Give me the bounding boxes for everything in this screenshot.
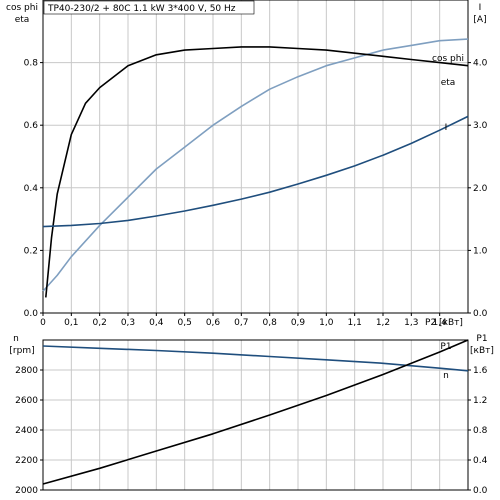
left-tick-label: 0.8 — [24, 59, 39, 69]
series-label-I: I — [445, 123, 448, 133]
plot-frame — [42, 339, 469, 491]
series-line-P1 — [42, 339, 469, 485]
left-tick-label: 2600 — [15, 396, 38, 406]
left-tick-label: 0.2 — [24, 246, 38, 256]
right-tick-label: 1.6 — [473, 366, 488, 376]
upper-panel: 0.0 0.2 0.4 0.6 0.8 0.0 1.0 2.0 3.0 4.0 cos phi eta… — [6, 0, 488, 328]
title-box: TP40-230/2 + 80C 1.1 kW 3*400 V, 50 Hz — [43, 0, 255, 15]
right-tick-label: 2.0 — [473, 184, 488, 194]
x-tick-label: 1,3 — [404, 318, 418, 328]
right-axis-label-i: I — [479, 3, 482, 13]
x-tick-label: 0,4 — [149, 318, 164, 328]
x-tick-label: 0,7 — [234, 318, 248, 328]
left-tick-label: 2800 — [15, 366, 38, 376]
series-line-n — [42, 345, 469, 372]
chart-title: TP40-230/2 + 80C 1.1 kW 3*400 V, 50 Hz — [47, 4, 236, 14]
x-tick-label: 1,2 — [376, 318, 390, 328]
series-line-cos-phi — [42, 38, 469, 292]
right-axis-label-unit: [A] — [473, 15, 486, 25]
lower-panel: 2000 2200 2400 2600 2800 0.0 0.4 0.8 1.2 1.6 n [rpm… — [9, 334, 494, 496]
left-tick-label: 0.4 — [24, 184, 39, 194]
x-tick-label: 1,4 — [433, 318, 448, 328]
left-axis-label-cos-phi: cos phi — [6, 3, 38, 13]
x-axis-unit-label: P2 [кВт] — [425, 318, 463, 328]
x-tick-label: 0,1 — [64, 318, 78, 328]
left-axis-label-n: n — [13, 334, 19, 344]
right-tick-label: 0.8 — [473, 426, 488, 436]
left-tick-label: 0.0 — [24, 309, 39, 319]
series-line-I — [42, 115, 469, 228]
left-tick-label: 0.6 — [24, 121, 39, 131]
right-axis-label-p1: P1 — [476, 334, 487, 344]
plot-frame — [42, 0, 469, 314]
left-axis-label-eta: eta — [15, 15, 30, 25]
left-tick-label: 2400 — [15, 426, 38, 436]
series-label-n: n — [443, 371, 449, 381]
right-tick-label: 0.4 — [473, 456, 488, 466]
right-tick-label: 3.0 — [473, 121, 488, 131]
x-tick-label: 0,3 — [121, 318, 135, 328]
x-tick-label: 0 — [40, 318, 46, 328]
x-tick-label: 0,8 — [263, 318, 278, 328]
series-label-eta: eta — [441, 78, 456, 88]
x-tick-label: 1,1 — [348, 318, 362, 328]
right-tick-label: 0.0 — [473, 309, 488, 319]
right-tick-label: 0.0 — [473, 486, 488, 496]
left-tick-label: 2000 — [15, 486, 38, 496]
x-tick-label: 1,0 — [319, 318, 334, 328]
left-axis-label-rpm: [rpm] — [9, 346, 34, 356]
right-tick-label: 1.0 — [473, 246, 488, 256]
series-label-cos-phi: cos phi — [432, 54, 464, 64]
right-axis-label-p1-unit: [кВт] — [470, 346, 494, 356]
x-tick-label: 0,2 — [93, 318, 107, 328]
x-tick-label: 0,5 — [178, 318, 192, 328]
series-line-eta — [45, 46, 469, 298]
title-box-frame — [43, 0, 255, 15]
left-tick-label: 2200 — [15, 456, 38, 466]
right-tick-label: 1.2 — [473, 396, 487, 406]
series-label-P1: P1 — [440, 342, 451, 352]
x-tick-label: 0,9 — [291, 318, 306, 328]
right-tick-label: 4.0 — [473, 59, 488, 69]
x-tick-label: 0,6 — [206, 318, 221, 328]
